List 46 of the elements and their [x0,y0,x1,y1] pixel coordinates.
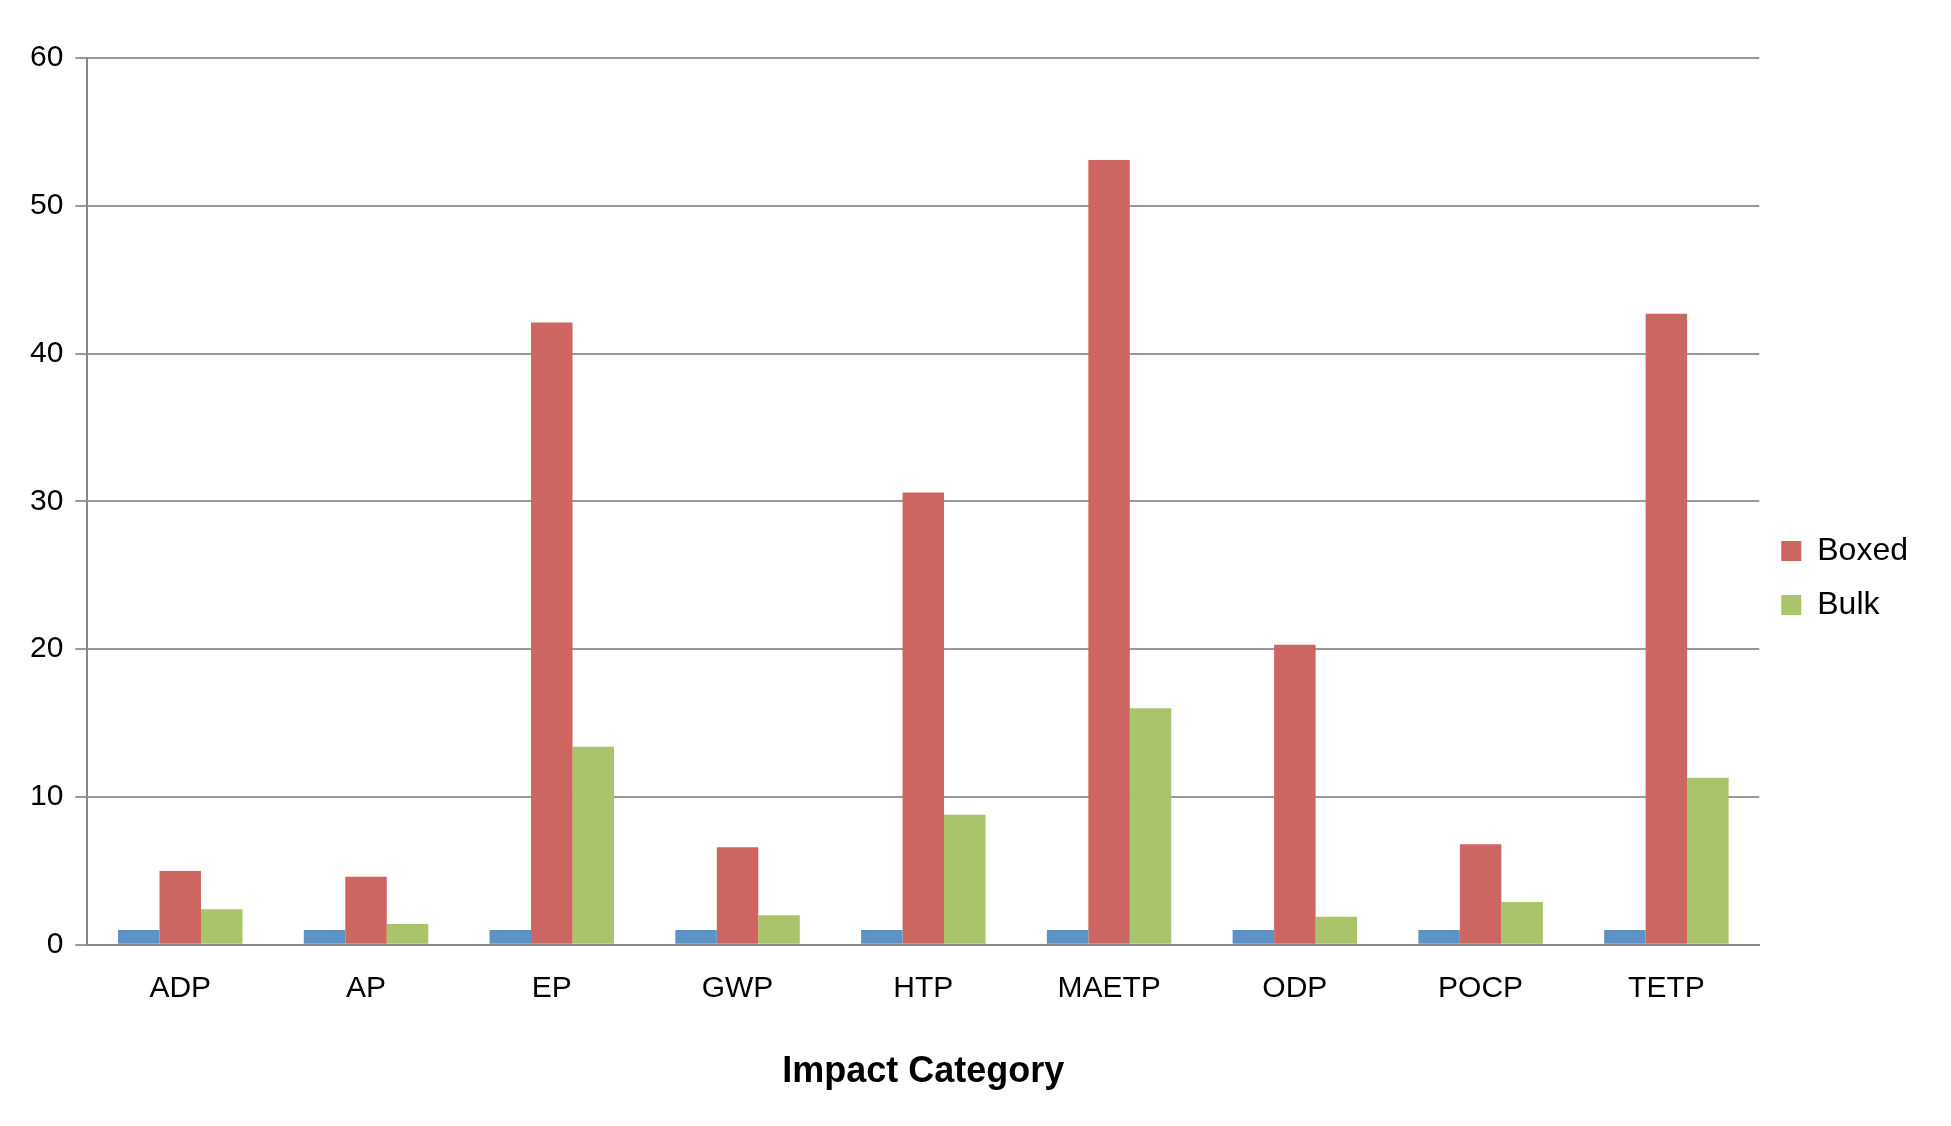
bar [159,870,201,944]
x-tick-label: AP [346,970,387,1004]
bar [1274,644,1316,944]
bar [675,930,717,944]
bar [1501,901,1543,944]
bar [386,924,429,944]
bar [902,492,945,944]
bar [1315,916,1358,944]
y-tick-label: 0 [46,926,64,960]
y-tick-label: 50 [29,187,64,221]
x-axis-title: Impact Category [782,1049,1065,1091]
y-tick-label: 40 [29,334,64,368]
x-tick-label: HTP [893,970,954,1004]
x-tick-label: EP [531,970,572,1004]
bar [1645,313,1688,944]
bar [118,930,160,944]
bar [489,930,532,944]
bar [303,930,346,944]
bar [201,909,243,944]
x-tick-label: POCP [1438,970,1524,1004]
bar [1459,844,1502,944]
bar [1604,930,1646,944]
bar [345,876,387,944]
y-tick-label: 60 [29,39,64,73]
y-tick-label: 10 [29,778,64,812]
legend-label: Boxed [1817,530,1908,567]
y-tick-label: 20 [29,630,64,664]
bar [572,746,615,944]
bar [944,814,986,944]
bar [758,915,800,944]
x-tick-label: ODP [1262,970,1328,1004]
y-tick-label: 30 [29,482,64,516]
bar [1088,159,1130,944]
bar [531,322,573,944]
bar [716,847,759,944]
bar [1687,777,1729,944]
bar [861,930,903,944]
bar [1418,930,1460,944]
legend-label: Bulk [1817,584,1881,621]
bar [1046,930,1089,944]
x-tick-label: TETP [1628,970,1705,1004]
bar [1129,708,1172,944]
x-tick-label: GWP [701,970,774,1004]
bar [1232,930,1275,944]
x-tick-label: ADP [149,970,212,1004]
x-tick-label: MAETP [1057,970,1161,1004]
